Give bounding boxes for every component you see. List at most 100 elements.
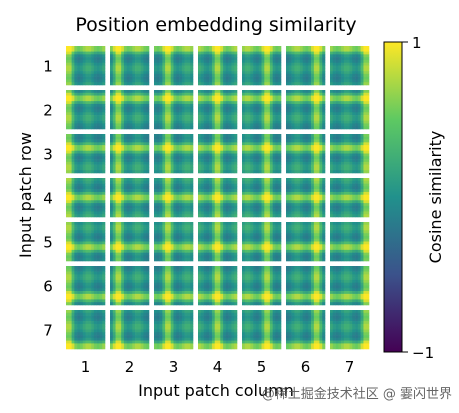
heatmap-cell — [261, 46, 265, 50]
heatmap-cell — [71, 208, 75, 212]
heatmap-cell — [200, 186, 204, 190]
heatmap-cell — [115, 51, 119, 55]
heatmap-cell — [217, 92, 221, 96]
heatmap-cell — [286, 101, 290, 105]
heatmap-cell — [291, 161, 295, 165]
heatmap-cell — [173, 159, 177, 163]
heatmap-cell — [269, 167, 273, 171]
heatmap-cell — [143, 92, 147, 96]
heatmap-cell — [343, 95, 348, 99]
heatmap-cell — [85, 197, 89, 201]
heatmap-cell — [99, 48, 103, 52]
heatmap-cell — [305, 167, 309, 171]
heatmap-cell — [269, 76, 273, 80]
heatmap-cell — [143, 57, 147, 61]
heatmap-cell — [206, 191, 210, 196]
heatmap-cell — [110, 150, 114, 154]
heatmap-cell — [308, 159, 312, 163]
heatmap-cell — [190, 126, 194, 130]
heatmap-cell — [223, 95, 227, 99]
heatmap-cell — [332, 54, 336, 58]
heatmap-cell — [261, 101, 265, 105]
heatmap-cell — [135, 159, 139, 163]
heatmap-cell — [346, 142, 350, 146]
heatmap-cell — [313, 71, 317, 75]
heatmap-cell — [137, 57, 141, 61]
heatmap-cell — [363, 139, 367, 143]
heatmap-cell — [143, 200, 147, 204]
heatmap-cell — [343, 134, 348, 138]
heatmap-cell — [228, 156, 232, 160]
heatmap-cell — [82, 147, 86, 152]
heatmap-cell — [322, 167, 326, 171]
heatmap-cell — [278, 112, 282, 116]
heatmap-cell — [355, 103, 359, 108]
heatmap-cell — [154, 62, 158, 66]
heatmap-cell — [332, 145, 336, 149]
heatmap-cell — [357, 90, 361, 94]
heatmap-cell — [187, 145, 191, 149]
heatmap-cell — [343, 139, 348, 143]
heatmap-cell — [96, 57, 100, 61]
heatmap-cell — [316, 48, 320, 52]
heatmap-cell — [99, 109, 103, 113]
heatmap-cell — [363, 62, 367, 66]
heatmap-cell — [88, 92, 92, 96]
heatmap-cell — [96, 147, 100, 152]
heatmap-cell — [146, 123, 150, 127]
heatmap-cell — [214, 103, 218, 108]
heatmap-cell — [291, 117, 295, 121]
heatmap-cell — [352, 101, 356, 105]
heatmap-cell — [316, 123, 320, 127]
heatmap-cell — [165, 183, 169, 187]
heatmap-cell — [366, 65, 370, 69]
heatmap-cell — [132, 186, 136, 190]
heatmap-cell — [184, 126, 188, 130]
heatmap-cell — [322, 54, 326, 58]
heatmap-cell — [181, 115, 185, 119]
heatmap-cell — [294, 164, 298, 168]
heatmap-cell — [244, 117, 248, 121]
heatmap-cell — [129, 159, 133, 163]
heatmap-cell — [343, 145, 348, 149]
heatmap-cell — [154, 170, 158, 174]
heatmap-cell — [68, 51, 72, 55]
heatmap-cell — [349, 117, 353, 121]
heatmap-cell — [228, 189, 232, 193]
heatmap-cell — [129, 79, 133, 83]
heatmap-cell — [88, 167, 92, 171]
heatmap-cell — [77, 145, 81, 149]
heatmap-cell — [231, 194, 235, 198]
heatmap-cell — [360, 120, 364, 124]
heatmap-cell — [291, 164, 295, 168]
heatmap-cell — [112, 139, 116, 143]
heatmap-cell — [93, 214, 97, 218]
heatmap-cell — [77, 106, 81, 110]
heatmap-cell — [187, 183, 191, 187]
heatmap-cell — [123, 178, 128, 182]
heatmap-cell — [349, 170, 353, 174]
heatmap-cell — [96, 200, 100, 204]
heatmap-cell — [267, 65, 271, 69]
heatmap-cell — [211, 98, 216, 102]
heatmap-cell — [294, 57, 298, 61]
heatmap-cell — [272, 186, 276, 190]
heatmap-cell — [132, 200, 136, 204]
heatmap-cell — [278, 164, 282, 168]
heatmap-cell — [360, 159, 364, 163]
heatmap-cell — [253, 117, 257, 121]
heatmap-cell — [200, 98, 204, 102]
heatmap-cell — [96, 194, 100, 198]
heatmap-cell — [305, 161, 309, 165]
heatmap-cell — [190, 153, 194, 157]
heatmap-cell — [267, 109, 271, 113]
heatmap-cell — [165, 153, 169, 157]
heatmap-cell — [102, 73, 106, 77]
heatmap-cell — [360, 170, 364, 174]
heatmap-cell — [135, 126, 139, 130]
heatmap-cell — [275, 54, 279, 58]
heatmap-cell — [247, 159, 251, 163]
heatmap-cell — [181, 159, 185, 163]
heatmap-cell — [253, 71, 257, 75]
heatmap-cell — [209, 115, 213, 119]
